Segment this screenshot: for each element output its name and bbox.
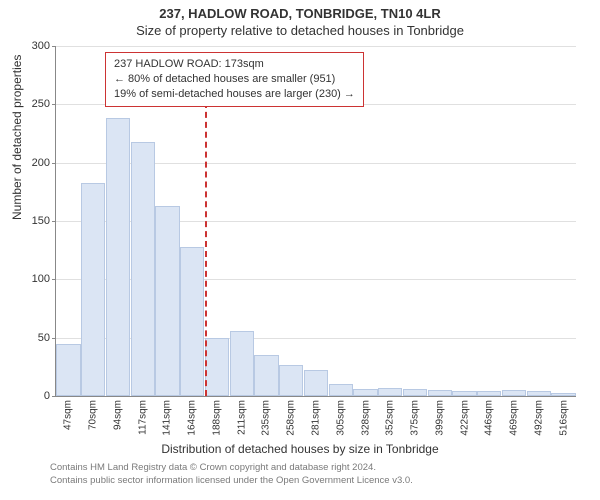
histogram-bar bbox=[329, 384, 353, 396]
footer-line-2: Contains public sector information licen… bbox=[50, 475, 413, 488]
x-tick-label: 375sqm bbox=[410, 400, 421, 436]
histogram-bar bbox=[254, 355, 278, 396]
chart-container: 237, HADLOW ROAD, TONBRIDGE, TN10 4LR Si… bbox=[0, 0, 600, 500]
histogram-bar bbox=[527, 391, 551, 396]
x-tick-label: 469sqm bbox=[509, 400, 520, 436]
marker-line bbox=[205, 102, 207, 396]
x-tick-label: 117sqm bbox=[137, 400, 148, 435]
histogram-bar bbox=[106, 118, 130, 396]
footer-line-1: Contains HM Land Registry data © Crown c… bbox=[50, 462, 413, 475]
histogram-bar bbox=[180, 247, 204, 396]
histogram-bar bbox=[131, 142, 155, 396]
x-tick-label: 235sqm bbox=[261, 400, 272, 436]
histogram-bar bbox=[428, 390, 452, 396]
histogram-bar bbox=[304, 370, 328, 396]
y-tick-label: 250 bbox=[10, 98, 50, 110]
histogram-bar bbox=[230, 331, 254, 396]
x-tick-label: 164sqm bbox=[187, 400, 198, 436]
histogram-bar bbox=[56, 344, 80, 397]
y-tick-label: 150 bbox=[10, 215, 50, 227]
x-tick-label: 94sqm bbox=[112, 400, 123, 430]
x-tick-label: 47sqm bbox=[63, 400, 74, 430]
histogram-bar bbox=[502, 390, 526, 396]
chart-subtitle: Size of property relative to detached ho… bbox=[0, 21, 600, 38]
histogram-bar bbox=[279, 365, 303, 397]
x-tick-label: 211sqm bbox=[236, 400, 247, 435]
annotation-box: 237 HADLOW ROAD: 173sqm ← 80% of detache… bbox=[105, 52, 364, 107]
footer-attribution: Contains HM Land Registry data © Crown c… bbox=[50, 462, 413, 488]
y-tick-label: 100 bbox=[10, 273, 50, 285]
x-tick-label: 422sqm bbox=[459, 400, 470, 436]
x-tick-label: 328sqm bbox=[360, 400, 371, 436]
y-tick-label: 200 bbox=[10, 157, 50, 169]
chart-area: 05010015020025030047sqm70sqm94sqm117sqm1… bbox=[55, 46, 575, 396]
x-tick-label: 446sqm bbox=[484, 400, 495, 436]
y-tick-label: 50 bbox=[10, 332, 50, 344]
y-tick-mark bbox=[52, 338, 56, 339]
histogram-bar bbox=[452, 391, 476, 396]
histogram-bar bbox=[403, 389, 427, 396]
x-tick-label: 305sqm bbox=[335, 400, 346, 436]
x-tick-label: 281sqm bbox=[311, 400, 322, 436]
x-tick-label: 258sqm bbox=[286, 400, 297, 436]
histogram-bar bbox=[81, 183, 105, 397]
x-axis-label: Distribution of detached houses by size … bbox=[0, 442, 600, 456]
histogram-bar bbox=[205, 338, 229, 396]
histogram-bar bbox=[378, 388, 402, 396]
page-title: 237, HADLOW ROAD, TONBRIDGE, TN10 4LR bbox=[0, 0, 600, 21]
y-tick-mark bbox=[52, 46, 56, 47]
annotation-line-3: 19% of semi-detached houses are larger (… bbox=[114, 87, 355, 102]
y-tick-label: 300 bbox=[10, 40, 50, 52]
histogram-bar bbox=[477, 391, 501, 396]
y-tick-mark bbox=[52, 221, 56, 222]
y-tick-mark bbox=[52, 104, 56, 105]
x-tick-label: 516sqm bbox=[558, 400, 569, 436]
x-tick-label: 492sqm bbox=[533, 400, 544, 436]
y-tick-mark bbox=[52, 163, 56, 164]
annotation-line-2: ← 80% of detached houses are smaller (95… bbox=[114, 72, 355, 87]
x-tick-label: 352sqm bbox=[385, 400, 396, 436]
y-tick-mark bbox=[52, 396, 56, 397]
x-tick-label: 399sqm bbox=[434, 400, 445, 436]
histogram-bar bbox=[551, 393, 575, 397]
y-tick-label: 0 bbox=[10, 390, 50, 402]
x-tick-label: 70sqm bbox=[88, 400, 99, 430]
x-tick-label: 188sqm bbox=[211, 400, 222, 436]
x-tick-label: 141sqm bbox=[162, 400, 173, 436]
annotation-line-1: 237 HADLOW ROAD: 173sqm bbox=[114, 57, 355, 72]
histogram-bar bbox=[155, 206, 179, 396]
y-tick-mark bbox=[52, 279, 56, 280]
histogram-bar bbox=[353, 389, 377, 396]
y-axis-label: Number of detached properties bbox=[10, 55, 24, 220]
grid-line bbox=[56, 46, 576, 47]
